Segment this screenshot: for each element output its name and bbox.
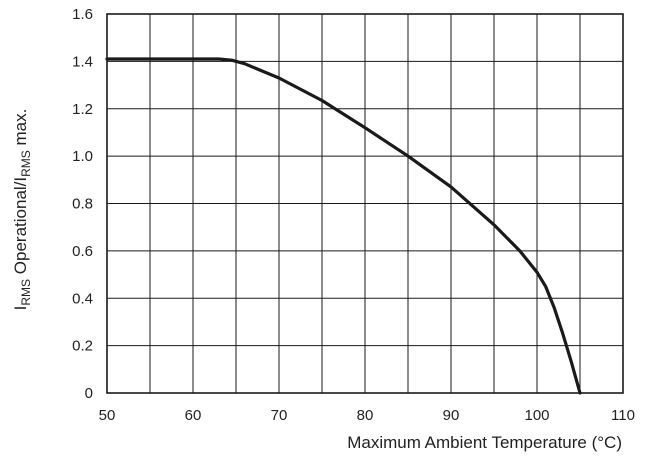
y-tick-label: 1.6 [72, 6, 93, 23]
x-tick-label: 70 [271, 407, 288, 424]
y-axis-title-sub1: RMS [19, 279, 33, 306]
x-tick-label: 110 [611, 407, 635, 424]
y-tick-label: 0.6 [72, 243, 93, 260]
x-tick-label: 80 [357, 407, 374, 424]
y-tick-label: 0.2 [72, 338, 93, 355]
grid [107, 14, 623, 393]
y-tick-label: 0.4 [72, 290, 93, 307]
y-axis-title-sub2: RMS [19, 150, 33, 177]
x-tick-label: 90 [443, 407, 460, 424]
plot-frame [106, 13, 624, 394]
x-axis-title: Maximum Ambient Temperature (°C) [347, 433, 622, 452]
y-axis-title-end: max. [11, 109, 30, 151]
x-tick-label: 100 [524, 407, 549, 424]
y-tick-label: 0.8 [72, 196, 93, 213]
x-tick-labels: 50 60 70 80 90 100 110 [99, 407, 635, 424]
y-axis-title: IRMS Operational/IRMS max. [11, 109, 33, 311]
series-line [105, 57, 582, 395]
y-tick-label: 0 [85, 385, 93, 402]
x-tick-label: 60 [185, 407, 202, 424]
x-tick-label: 50 [99, 407, 116, 424]
y-tick-labels: 0 0.2 0.4 0.6 0.8 1.0 1.2 1.4 1.6 [72, 6, 93, 402]
y-axis-title-mid: Operational/I [11, 177, 30, 279]
y-tick-label: 1.0 [72, 148, 93, 165]
y-tick-label: 1.4 [72, 53, 93, 70]
y-tick-label: 1.2 [72, 101, 93, 118]
y-axis-title-i1: I [11, 306, 30, 311]
